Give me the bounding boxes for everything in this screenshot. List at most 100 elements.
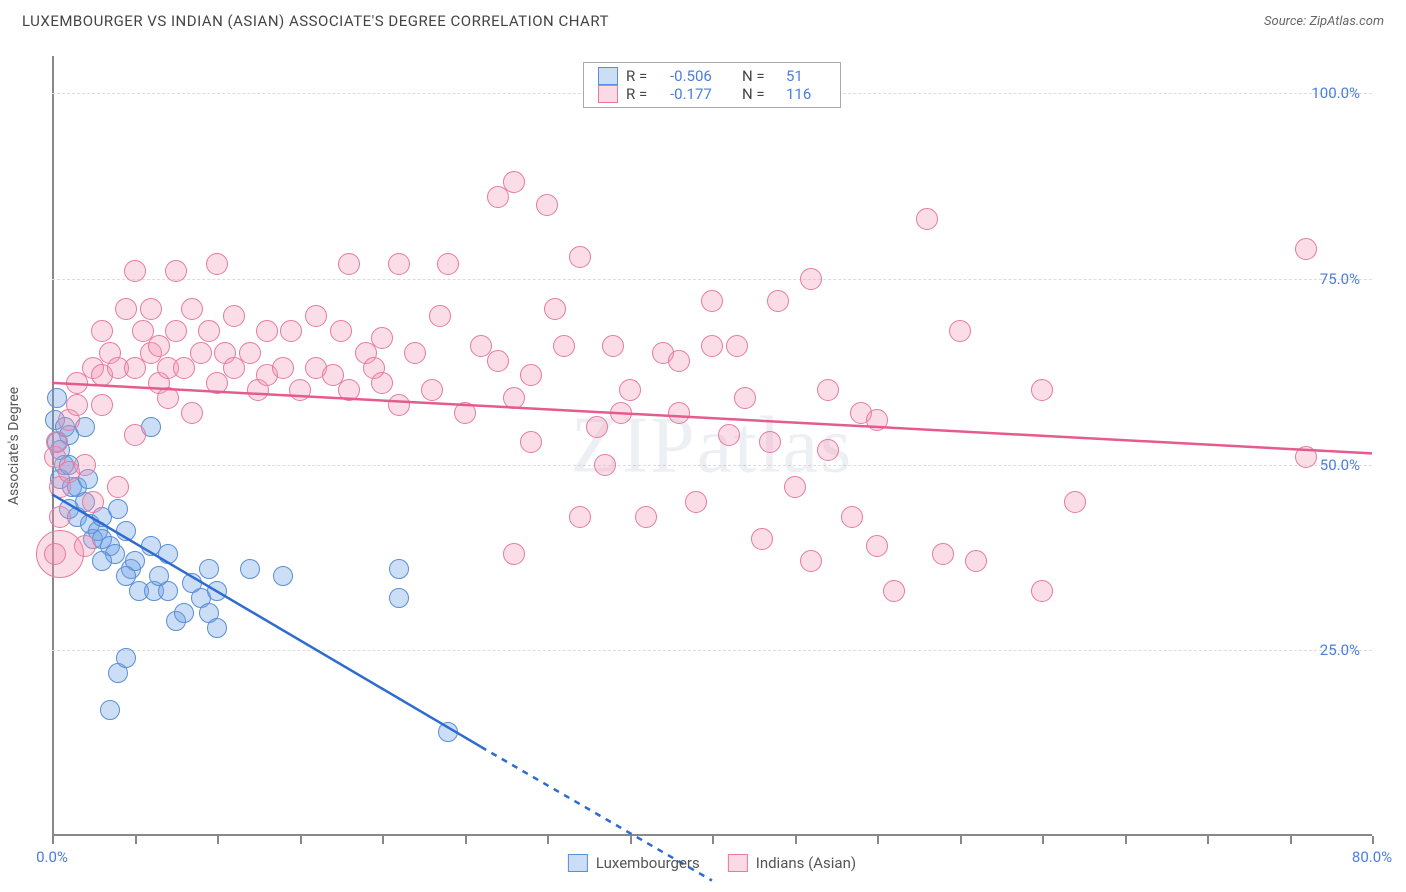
scatter-point: [338, 379, 360, 401]
scatter-point: [44, 543, 66, 565]
scatter-point: [610, 402, 632, 424]
scatter-point: [594, 454, 616, 476]
scatter-point: [759, 431, 781, 453]
scatter-point: [280, 320, 302, 342]
scatter-point: [115, 298, 137, 320]
scatter-point: [108, 499, 128, 519]
x-tick: [960, 836, 962, 844]
scatter-point: [1295, 446, 1317, 468]
scatter-point: [866, 535, 888, 557]
legend-series-label: Luxembourgers: [596, 854, 700, 872]
scatter-point: [800, 550, 822, 572]
scatter-point: [207, 618, 227, 638]
scatter-point: [734, 387, 756, 409]
scatter-point: [207, 581, 227, 601]
scatter-point: [883, 580, 905, 602]
x-tick: [52, 836, 54, 844]
scatter-point: [503, 387, 525, 409]
scatter-point: [586, 416, 608, 438]
scatter-point: [47, 388, 67, 408]
scatter-point: [438, 722, 458, 742]
scatter-point: [338, 253, 360, 275]
legend-r-label: R =: [626, 85, 662, 103]
header-bar: LUXEMBOURGER VS INDIAN (ASIAN) ASSOCIATE…: [0, 0, 1406, 36]
scatter-point: [91, 394, 113, 416]
scatter-point: [800, 268, 822, 290]
scatter-point: [701, 290, 723, 312]
y-tick-label: 50.0%: [1320, 456, 1360, 474]
gridline: [52, 465, 1372, 466]
x-tick-label: 0.0%: [36, 848, 68, 866]
scatter-point: [668, 350, 690, 372]
scatter-point: [92, 551, 112, 571]
scatter-point: [437, 253, 459, 275]
y-tick-label: 75.0%: [1320, 270, 1360, 288]
scatter-point: [536, 194, 558, 216]
scatter-point: [429, 305, 451, 327]
legend-r-value: -0.506: [670, 67, 734, 85]
scatter-point: [74, 454, 96, 476]
x-tick: [712, 836, 714, 844]
scatter-point: [685, 491, 707, 513]
scatter-point: [273, 566, 293, 586]
scatter-point: [181, 298, 203, 320]
gridline: [52, 650, 1372, 651]
scatter-point: [817, 379, 839, 401]
scatter-point: [46, 431, 68, 453]
scatter-point: [389, 559, 409, 579]
scatter-point: [817, 439, 839, 461]
scatter-point: [388, 394, 410, 416]
scatter-point: [866, 409, 888, 431]
legend-swatch: [728, 854, 748, 872]
x-tick: [547, 836, 549, 844]
x-tick: [1125, 836, 1127, 844]
x-tick: [1372, 836, 1374, 844]
legend-n-value: 116: [786, 85, 826, 103]
scatter-point: [289, 379, 311, 401]
scatter-point: [1064, 491, 1086, 513]
legend-series-label: Indians (Asian): [756, 854, 856, 872]
chart-title: LUXEMBOURGER VS INDIAN (ASIAN) ASSOCIATE…: [22, 12, 609, 30]
x-tick: [877, 836, 879, 844]
scatter-point: [174, 603, 194, 623]
legend-swatch: [568, 854, 588, 872]
scatter-point: [206, 253, 228, 275]
scatter-point: [602, 335, 624, 357]
scatter-point: [1295, 238, 1317, 260]
scatter-point: [116, 566, 136, 586]
legend-n-label: N =: [742, 67, 778, 85]
scatter-point: [668, 402, 690, 424]
x-tick: [795, 836, 797, 844]
x-tick: [382, 836, 384, 844]
source-label: Source: ZipAtlas.com: [1264, 14, 1384, 29]
scatter-point: [544, 298, 566, 320]
x-tick: [465, 836, 467, 844]
scatter-point: [116, 521, 136, 541]
scatter-point: [553, 335, 575, 357]
scatter-point: [199, 559, 219, 579]
scatter-point: [198, 320, 220, 342]
scatter-point: [49, 506, 71, 528]
y-axis-title: Associate's Degree: [6, 387, 22, 505]
x-tick: [1290, 836, 1292, 844]
scatter-point: [165, 320, 187, 342]
scatter-point: [371, 372, 393, 394]
scatter-point: [82, 491, 104, 513]
y-tick-label: 100.0%: [1311, 84, 1360, 102]
scatter-point: [404, 342, 426, 364]
legend-n-label: N =: [742, 85, 778, 103]
scatter-point: [124, 260, 146, 282]
scatter-point: [726, 335, 748, 357]
trend-lines: [52, 56, 1372, 836]
scatter-point: [100, 700, 120, 720]
legend-correlation-row: R =-0.506N =51: [598, 67, 826, 85]
scatter-point: [305, 305, 327, 327]
source-link[interactable]: ZipAtlas.com: [1309, 14, 1384, 29]
legend-series-item: Indians (Asian): [728, 854, 856, 872]
scatter-point: [1031, 379, 1053, 401]
x-tick: [1042, 836, 1044, 844]
scatter-point: [454, 402, 476, 424]
source-prefix: Source:: [1264, 14, 1309, 29]
scatter-point: [91, 320, 113, 342]
scatter-point: [223, 305, 245, 327]
